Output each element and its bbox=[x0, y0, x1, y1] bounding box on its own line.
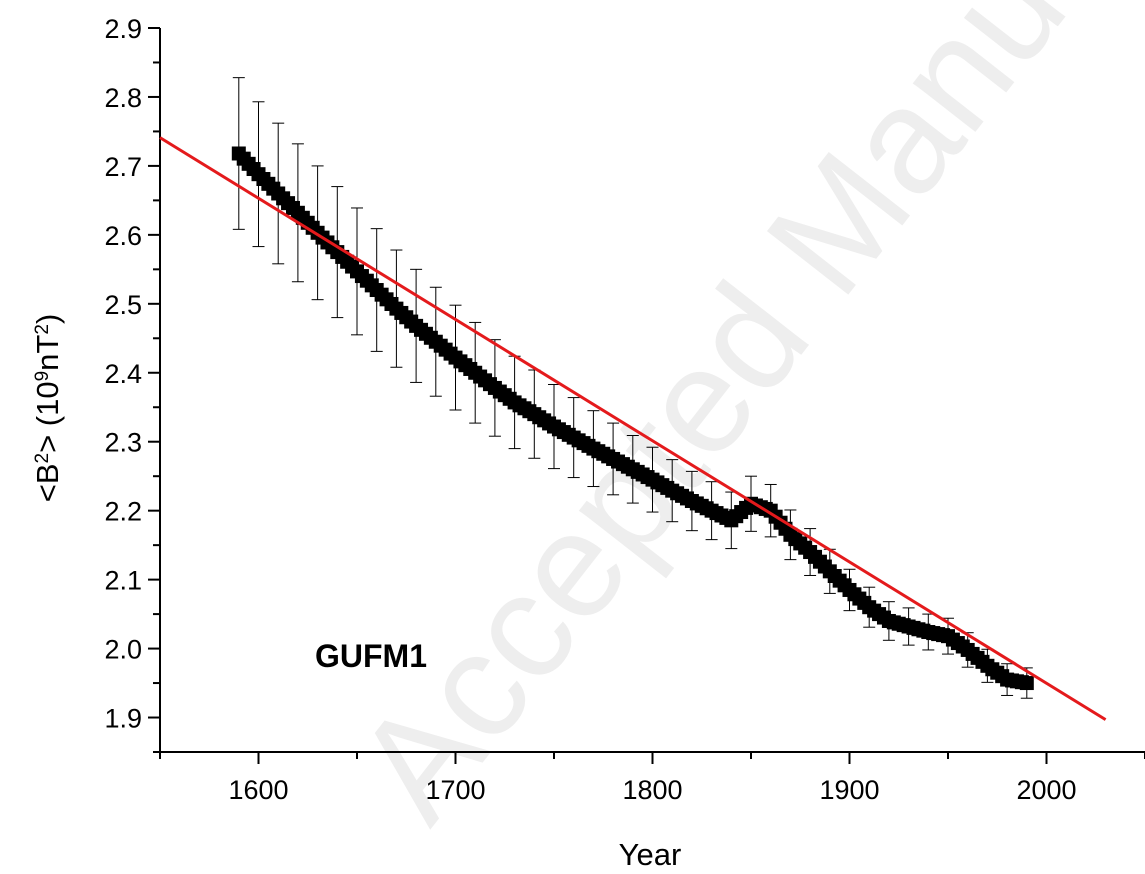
x-tick-label: 1600 bbox=[228, 775, 288, 805]
watermark-text: Accepted Manuscript bbox=[323, 0, 1145, 850]
y-axis-title-superscript: 9 bbox=[32, 371, 53, 382]
y-tick-label: 2.2 bbox=[104, 497, 142, 527]
y-tick-label: 2.3 bbox=[104, 428, 142, 458]
y-tick-label: 2.4 bbox=[104, 359, 142, 389]
y-axis-title-part: > (10 bbox=[30, 381, 65, 453]
y-axis-title: <B2> (109nT2) bbox=[30, 314, 65, 503]
x-axis-title: Year bbox=[619, 837, 682, 872]
y-tick-label: 2.7 bbox=[104, 152, 142, 182]
y-axis-title-superscript: 2 bbox=[32, 324, 53, 335]
x-tick-label: 2000 bbox=[1016, 775, 1076, 805]
y-tick-label: 2.6 bbox=[104, 221, 142, 251]
y-tick-label: 2.9 bbox=[104, 14, 142, 44]
annotation-label: GUFM1 bbox=[315, 638, 427, 674]
fit-line bbox=[159, 136, 1107, 721]
x-tick-label: 1700 bbox=[425, 775, 485, 805]
y-tick-label: 1.9 bbox=[104, 704, 142, 734]
y-tick-label: 2.1 bbox=[104, 566, 142, 596]
y-tick-label: 2.8 bbox=[104, 83, 142, 113]
data-point bbox=[1019, 676, 1034, 691]
x-tick-label: 1900 bbox=[819, 775, 879, 805]
data-markers bbox=[231, 146, 1034, 691]
tick-labels: 1600 1700 1800 1900 2000 1.9 2.0 2.1 2.2 2.3 2.4 2.… bbox=[104, 14, 1076, 805]
y-axis-title-superscript: 2 bbox=[32, 453, 53, 464]
y-tick-label: 2.0 bbox=[104, 635, 142, 665]
axes bbox=[148, 27, 1145, 764]
x-tick-label: 1800 bbox=[622, 775, 682, 805]
y-axis-title-part: nT bbox=[30, 335, 65, 371]
fit-line-group bbox=[159, 136, 1107, 721]
y-axis-title-part: ) bbox=[30, 314, 65, 324]
y-axis-title-part: <B bbox=[30, 464, 65, 503]
y-tick-label: 2.5 bbox=[104, 290, 142, 320]
